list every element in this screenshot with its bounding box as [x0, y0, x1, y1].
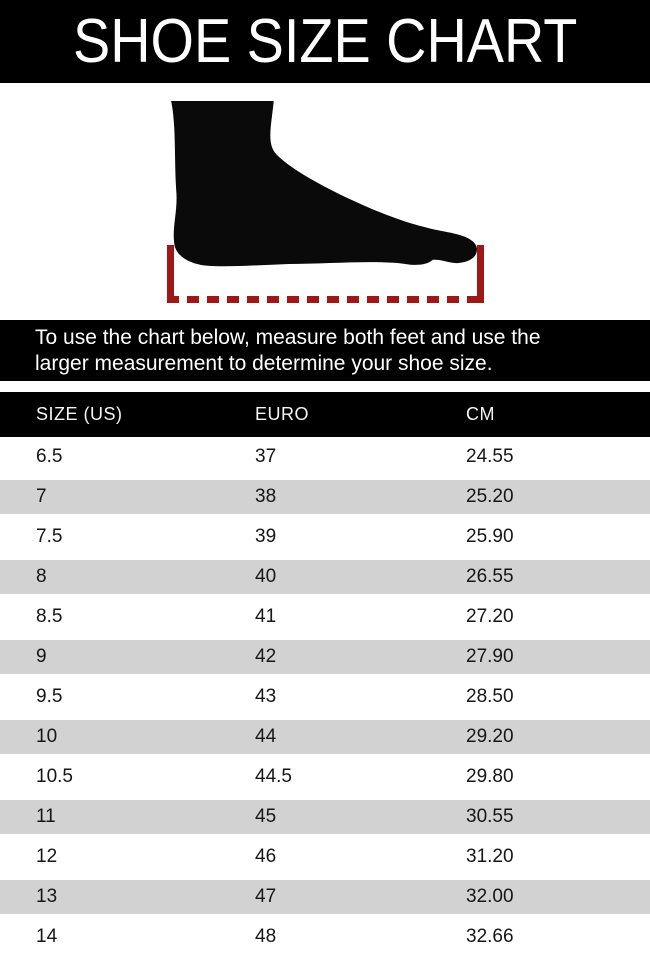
- table-row: 11 45 30.55: [0, 797, 650, 837]
- cell-euro: 38: [255, 486, 277, 507]
- cell-cm: 29.80: [466, 766, 514, 787]
- size-table-header-row: SIZE (US) EURO CM: [0, 392, 650, 437]
- cell-size-us: 11: [36, 806, 56, 827]
- page-title: SHOE SIZE CHART: [72, 7, 578, 76]
- cell-euro: 41: [255, 606, 277, 627]
- table-row: 9 42 27.90: [0, 637, 650, 677]
- cell-cm: 32.00: [466, 886, 514, 907]
- cell-cm: 30.55: [466, 806, 514, 827]
- cell-euro: 46: [255, 846, 277, 867]
- measure-bracket-left: [167, 245, 174, 303]
- cell-size-us: 8: [36, 566, 47, 587]
- table-row: 8.5 41 27.20: [0, 597, 650, 637]
- measure-dashed-line: [167, 296, 484, 303]
- cell-euro: 48: [255, 926, 277, 947]
- cell-euro: 47: [255, 886, 277, 907]
- cell-size-us: 10.5: [36, 766, 73, 787]
- cell-cm: 29.20: [466, 726, 514, 747]
- table-row: 10.5 44.5 29.80: [0, 757, 650, 797]
- cell-size-us: 13: [36, 886, 58, 907]
- size-table-body: 6.5 37 24.55 7 38 25.20 7.5 39 25.90 8 40 26.55 8.5 4…: [0, 437, 650, 957]
- foot-measurement-illustration: [0, 83, 650, 320]
- foot-silhouette-icon: [171, 101, 477, 267]
- cell-cm: 26.55: [466, 566, 514, 587]
- table-row: 12 46 31.20: [0, 837, 650, 877]
- cell-cm: 31.20: [466, 846, 514, 867]
- title-band: SHOE SIZE CHART: [0, 0, 650, 83]
- cell-euro: 44.5: [255, 766, 292, 787]
- cell-size-us: 7.5: [36, 526, 63, 547]
- cell-size-us: 12: [36, 846, 58, 867]
- col-header-cm: CM: [466, 404, 495, 424]
- cell-cm: 32.66: [466, 926, 514, 947]
- cell-cm: 25.90: [466, 526, 514, 547]
- instruction-text: To use the chart below, measure both fee…: [35, 325, 541, 375]
- table-row: 9.5 43 28.50: [0, 677, 650, 717]
- cell-euro: 39: [255, 526, 277, 547]
- table-row: 6.5 37 24.55: [0, 437, 650, 477]
- table-row: 14 48 32.66: [0, 917, 650, 957]
- cell-euro: 45: [255, 806, 277, 827]
- table-row: 7.5 39 25.90: [0, 517, 650, 557]
- cell-cm: 25.20: [466, 486, 514, 507]
- col-header-euro: EURO: [255, 404, 310, 424]
- cell-size-us: 7: [36, 486, 47, 507]
- cell-cm: 27.90: [466, 646, 514, 667]
- cell-size-us: 9: [36, 646, 47, 667]
- table-row: 7 38 25.20: [0, 477, 650, 517]
- col-header-size-us: SIZE (US): [36, 404, 123, 424]
- measure-bracket-right: [477, 245, 484, 303]
- cell-euro: 44: [255, 726, 277, 747]
- cell-cm: 27.20: [466, 606, 514, 627]
- instruction-band: To use the chart below, measure both fee…: [0, 320, 650, 381]
- table-row: 8 40 26.55: [0, 557, 650, 597]
- cell-euro: 42: [255, 646, 277, 667]
- cell-size-us: 6.5: [36, 446, 63, 467]
- table-row: 10 44 29.20: [0, 717, 650, 757]
- cell-size-us: 14: [36, 926, 58, 947]
- size-table: SIZE (US) EURO CM 6.5 37 24.55 7 38 25.20 7.5 3…: [0, 392, 650, 957]
- cell-size-us: 9.5: [36, 686, 63, 707]
- cell-size-us: 10: [36, 726, 58, 747]
- cell-euro: 40: [255, 566, 277, 587]
- cell-cm: 28.50: [466, 686, 514, 707]
- cell-cm: 24.55: [466, 446, 514, 467]
- table-row: 13 47 32.00: [0, 877, 650, 917]
- cell-euro: 37: [255, 446, 277, 467]
- cell-size-us: 8.5: [36, 606, 63, 627]
- cell-euro: 43: [255, 686, 277, 707]
